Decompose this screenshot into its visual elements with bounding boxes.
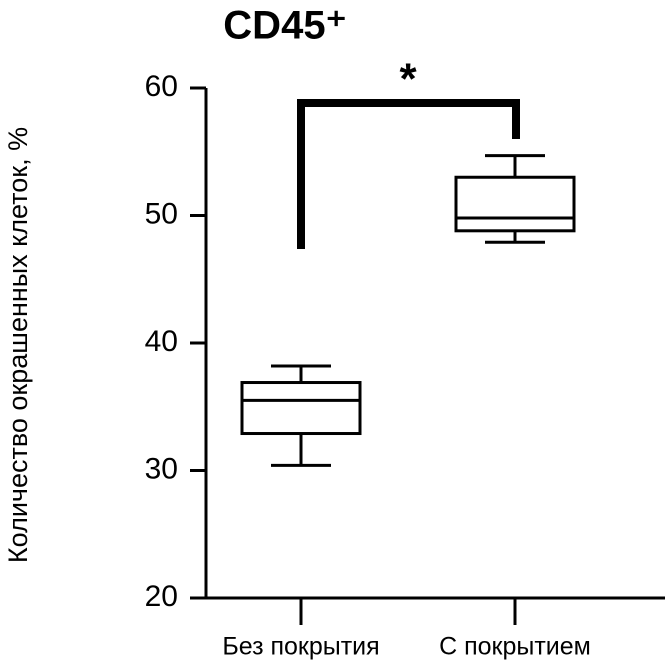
significance-bracket [297,99,520,249]
box [454,175,576,233]
chart-title: CD45⁺ [223,4,346,48]
box [240,381,362,436]
y-tick-label: 50 [145,197,178,230]
y-tick-label: 60 [145,70,178,103]
x-tick-label: С покрытием [439,633,591,661]
y-tick-label: 20 [145,580,178,613]
y-tick-label: 40 [145,325,178,358]
significance-mark: * [399,55,417,104]
y-axis-label: Количество окрашенных клеток, % [3,127,33,563]
x-tick-label: Без покрытия [222,633,379,661]
y-tick-label: 30 [145,452,178,485]
